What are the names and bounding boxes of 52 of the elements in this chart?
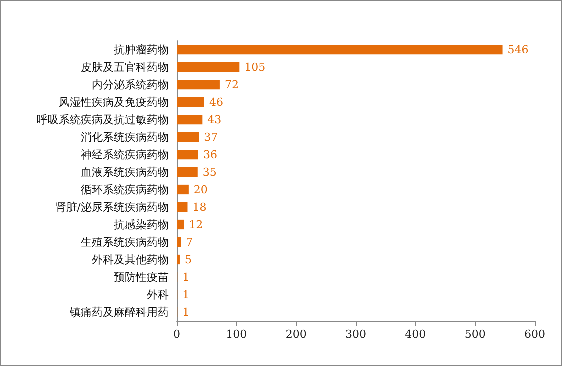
y-tick-label: 消化系统疾病药物 — [81, 130, 169, 144]
data-label: 35 — [202, 166, 217, 179]
y-tick-label: 血液系统疾病药物 — [81, 166, 169, 179]
bar — [177, 237, 182, 248]
data-label: 37 — [204, 130, 218, 144]
data-label: 7 — [186, 236, 194, 249]
y-tick-label: 循环系统疾病药物 — [81, 183, 169, 196]
data-label: 18 — [192, 200, 207, 214]
bar — [177, 167, 198, 178]
y-tick-label: 预防性疫苗 — [114, 270, 169, 284]
y-tick-label: 内分泌系统药物 — [92, 78, 169, 92]
data-label: 105 — [244, 60, 266, 74]
x-tick-label: 500 — [464, 328, 486, 341]
y-tick-label: 生殖系统疾病药物 — [81, 236, 169, 249]
bar — [177, 62, 240, 72]
y-tick-label: 肾脏/泌尿系统疾病药物 — [55, 200, 169, 214]
data-label: 1 — [182, 270, 190, 284]
bar — [177, 132, 200, 142]
data-label: 36 — [203, 148, 218, 162]
data-label: 546 — [508, 43, 529, 56]
bar — [177, 80, 220, 90]
y-tick-label: 呼吸系统疾病及抗过敏药物 — [37, 113, 169, 126]
y-tick-label: 皮肤及五官科药物 — [81, 60, 169, 74]
x-tick-label: 200 — [286, 328, 307, 341]
y-tick-label: 风湿性疾病及免疫药物 — [59, 96, 169, 109]
data-label: 72 — [224, 78, 239, 92]
data-label: 20 — [194, 183, 208, 196]
bar — [177, 220, 184, 230]
data-label: 1 — [182, 288, 190, 302]
y-tick-label: 抗肿瘤药物 — [114, 43, 169, 56]
x-tick-label: 300 — [346, 328, 366, 341]
x-tick-label: 400 — [405, 328, 426, 341]
bar — [177, 114, 203, 125]
data-label: 1 — [182, 306, 190, 319]
data-label: 43 — [208, 113, 222, 126]
bar — [177, 44, 503, 55]
bar — [177, 202, 188, 212]
bar — [177, 150, 198, 160]
y-tick-label: 外科 — [147, 288, 169, 302]
data-label: 12 — [189, 218, 204, 232]
y-tick-label: 抗感染药物 — [114, 218, 169, 232]
x-tick-label: 600 — [524, 328, 546, 341]
y-tick-label: 神经系统疾病药物 — [81, 148, 169, 162]
x-tick-label: 100 — [226, 328, 248, 341]
bar — [177, 97, 204, 108]
data-label: 5 — [184, 253, 192, 266]
bar — [177, 254, 180, 265]
x-tick-label: 0 — [174, 328, 180, 341]
data-label: 46 — [209, 96, 224, 109]
y-tick-label: 镇痛药及麻醉科用药 — [69, 306, 169, 319]
bar — [177, 184, 189, 195]
y-tick-label: 外科及其他药物 — [92, 253, 169, 266]
